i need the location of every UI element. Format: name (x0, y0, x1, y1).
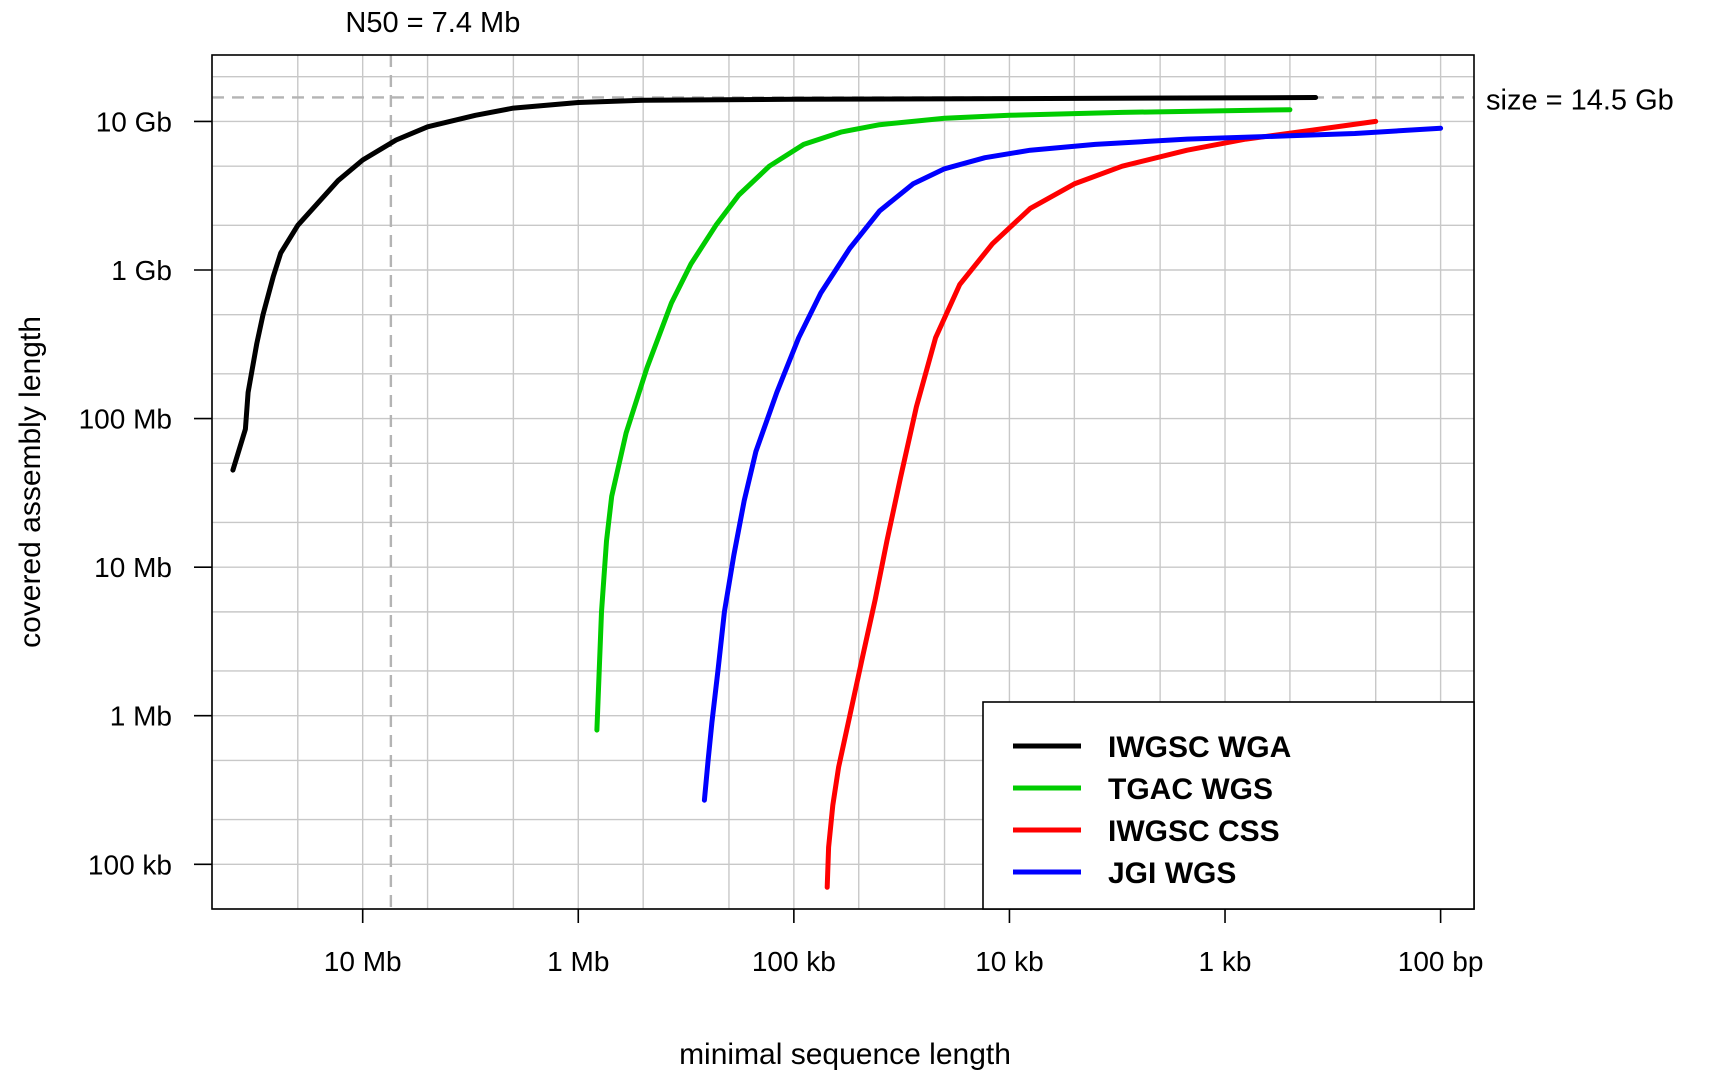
series-line-tgac-wgs (594, 107, 1293, 733)
legend-label: IWGSC CSS (1108, 815, 1280, 848)
x-tick-label: 10 Mb (324, 946, 402, 977)
x-tick-label: 100 bp (1398, 946, 1484, 977)
series-lines (230, 95, 1444, 890)
y-tick-label: 100 Mb (79, 404, 172, 435)
legend-label: JGI WGS (1108, 857, 1236, 890)
x-tick-label: 10 kb (975, 946, 1044, 977)
y-tick-label: 1 Mb (110, 701, 172, 732)
x-axis-title: minimal sequence length (679, 1038, 1011, 1071)
x-tick-label: 1 Mb (547, 946, 609, 977)
x-tick-label: 1 kb (1199, 946, 1252, 977)
legend-label: IWGSC WGA (1108, 731, 1291, 764)
y-tick-label: 10 Mb (94, 552, 172, 583)
n50-annotation: N50 = 7.4 Mb (345, 7, 520, 39)
series-line-iwgsc-css (824, 118, 1379, 890)
y-axis-title: covered assembly length (14, 316, 47, 648)
series-line-jgi-wgs (701, 125, 1444, 803)
genome-size-annotation: size = 14.5 Gb (1486, 84, 1674, 116)
y-tick-label: 1 Gb (111, 255, 172, 286)
y-tick-label: 100 kb (88, 849, 172, 880)
y-tick-label: 10 Gb (96, 106, 172, 137)
legend-label: TGAC WGS (1108, 773, 1273, 806)
x-tick-label: 100 kb (752, 946, 836, 977)
x-axis-ticks: 10 Mb 1 Mb 100 kb 10 kb 1 kb 100 bp (324, 909, 1484, 977)
series-line-iwgsc-wga (230, 95, 1319, 473)
plot-frame (211, 54, 1475, 910)
legend: IWGSC WGA TGAC WGS IWGSC CSS JGI WGS (982, 701, 1475, 910)
y-axis-ticks: 100 kb 1 Mb 10 Mb 100 Mb 1 Gb 10 Gb (79, 106, 212, 880)
